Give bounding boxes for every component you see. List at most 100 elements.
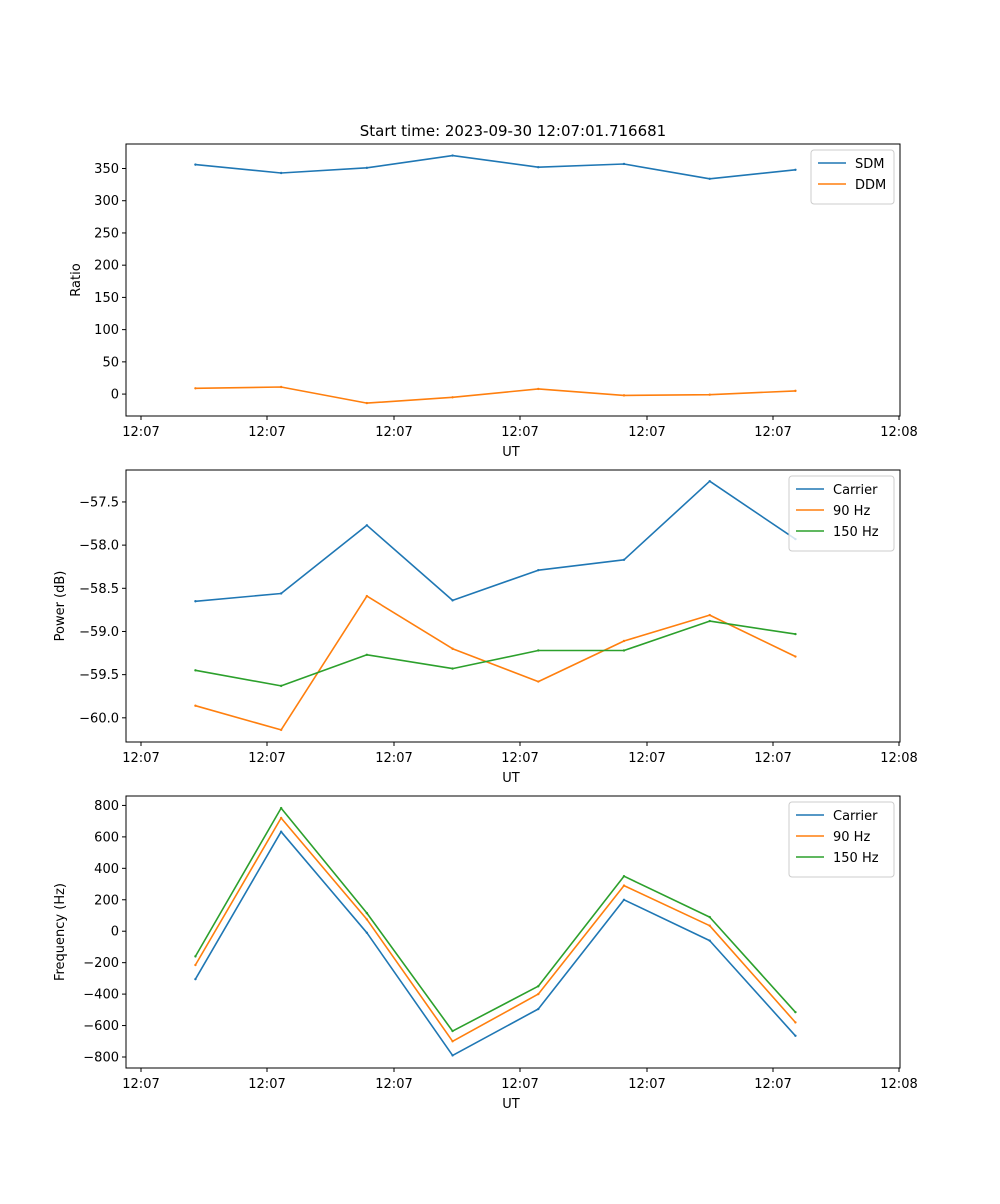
x-tick-label: 12:07: [501, 1077, 538, 1092]
x-axis-label: UT: [502, 771, 520, 786]
series-line-sdm: [195, 154, 796, 180]
series-line-90-hz: [194, 817, 796, 1043]
data-point-90-hz: [708, 924, 711, 927]
data-point-90-hz: [194, 704, 197, 707]
data-point-carrier: [451, 599, 454, 602]
y-tick-label: 0: [111, 925, 119, 940]
y-tick-label: −400: [83, 988, 119, 1003]
data-point-150-hz: [365, 911, 369, 915]
legend-label: DDM: [855, 178, 886, 193]
data-point-150-hz: [622, 874, 626, 878]
data-point-sdm: [365, 166, 369, 170]
series-line-ddm: [195, 386, 796, 404]
legend-label: Carrier: [833, 809, 878, 824]
data-point-150-hz: [537, 985, 540, 988]
y-tick-label: −60.0: [79, 711, 119, 726]
data-point-150-hz: [279, 684, 283, 688]
y-tick-label: 600: [94, 830, 119, 845]
data-point-90-hz: [279, 728, 283, 732]
data-point-ddm: [279, 385, 283, 389]
legend-box: [788, 801, 895, 878]
data-point-90-hz: [279, 816, 283, 820]
y-axis-label: Frequency (Hz): [53, 883, 68, 981]
data-point-ddm: [537, 387, 540, 391]
data-point-90-hz: [365, 918, 369, 921]
x-tick-label: 12:07: [628, 425, 665, 440]
x-tick-label: 12:07: [248, 751, 285, 766]
y-tick-label: −200: [83, 956, 119, 971]
y-tick-label: 400: [94, 862, 119, 877]
data-point-carrier: [194, 977, 197, 981]
data-point-150-hz: [194, 669, 197, 672]
x-tick-label: 12:07: [248, 1077, 285, 1092]
legend-label: 150 Hz: [833, 525, 879, 540]
x-tick-label: 12:07: [248, 425, 285, 440]
data-point-carrier: [279, 830, 283, 833]
x-tick-label: 12:07: [375, 1077, 412, 1092]
legend-box: [788, 475, 895, 552]
y-tick-label: 100: [94, 323, 119, 338]
data-point-90-hz: [622, 639, 626, 643]
x-tick-label: 12:07: [501, 751, 538, 766]
x-tick-label: 12:08: [880, 425, 917, 440]
y-tick-label: 0: [111, 388, 119, 403]
subplot-1: 0 50 100 150 200 250 300 350 12:07 12:07 12:07 12:0…: [69, 143, 918, 460]
data-point-90-hz: [365, 594, 369, 598]
data-point-90-hz: [794, 1021, 797, 1024]
data-point-sdm: [794, 168, 797, 171]
y-tick-label: −59.5: [79, 668, 119, 683]
plot-frame: [125, 469, 901, 743]
data-point-sdm: [451, 154, 454, 157]
data-point-sdm: [708, 177, 711, 181]
chart-title: Start time: 2023-09-30 12:07:01.716681: [360, 122, 666, 140]
legend: SDM DDM: [810, 149, 895, 205]
legend-label: Carrier: [833, 483, 878, 498]
x-tick-label: 12:07: [122, 1077, 159, 1092]
x-tick-label: 12:07: [754, 425, 791, 440]
data-point-150-hz: [708, 619, 711, 623]
data-point-90-hz: [537, 992, 540, 996]
data-point-carrier: [794, 1034, 797, 1037]
y-tick-label: −600: [83, 1019, 119, 1034]
data-point-sdm: [194, 163, 197, 166]
data-point-carrier: [708, 939, 711, 942]
series-line-carrier: [195, 480, 796, 603]
data-point-carrier: [365, 524, 369, 527]
subplots: 0 50 100 150 200 250 300 350 12:07 12:07 12:07 12:0…: [53, 143, 918, 1112]
x-tick-label: 12:07: [501, 425, 538, 440]
x-tick-label: 12:07: [122, 751, 159, 766]
plot-frame: [125, 143, 901, 417]
y-tick-label: 200: [94, 259, 119, 274]
data-point-90-hz: [622, 884, 626, 887]
data-point-150-hz: [794, 632, 797, 636]
y-tick-label: 350: [94, 162, 119, 177]
data-point-150-hz: [365, 653, 369, 656]
x-tick-label: 12:07: [375, 751, 412, 766]
data-point-150-hz: [451, 1029, 454, 1033]
data-point-150-hz: [451, 667, 454, 670]
y-tick-label: 300: [94, 194, 119, 209]
data-point-90-hz: [451, 647, 454, 650]
data-point-sdm: [279, 171, 283, 175]
data-point-carrier: [279, 592, 283, 595]
series-line-150-hz: [195, 620, 796, 687]
x-tick-label: 12:07: [375, 425, 412, 440]
series-line-90-hz: [195, 595, 796, 731]
y-tick-label: −59.0: [79, 625, 119, 640]
x-tick-label: 12:07: [754, 751, 791, 766]
data-point-sdm: [537, 166, 540, 169]
data-point-carrier: [708, 480, 711, 483]
data-point-150-hz: [622, 649, 626, 652]
x-tick-label: 12:07: [754, 1077, 791, 1092]
data-point-carrier: [622, 558, 626, 562]
data-point-90-hz: [194, 963, 197, 967]
data-point-sdm: [622, 162, 626, 166]
data-point-ddm: [708, 393, 711, 396]
data-point-150-hz: [708, 915, 711, 919]
data-point-90-hz: [708, 613, 711, 617]
subplot-3: −800 −600 −400 −200 0 200 400 600 800 12:07 12:07 1…: [53, 795, 918, 1112]
data-point-150-hz: [537, 649, 540, 652]
y-tick-label: −58.0: [79, 539, 119, 554]
x-axis-label: UT: [502, 1097, 520, 1112]
